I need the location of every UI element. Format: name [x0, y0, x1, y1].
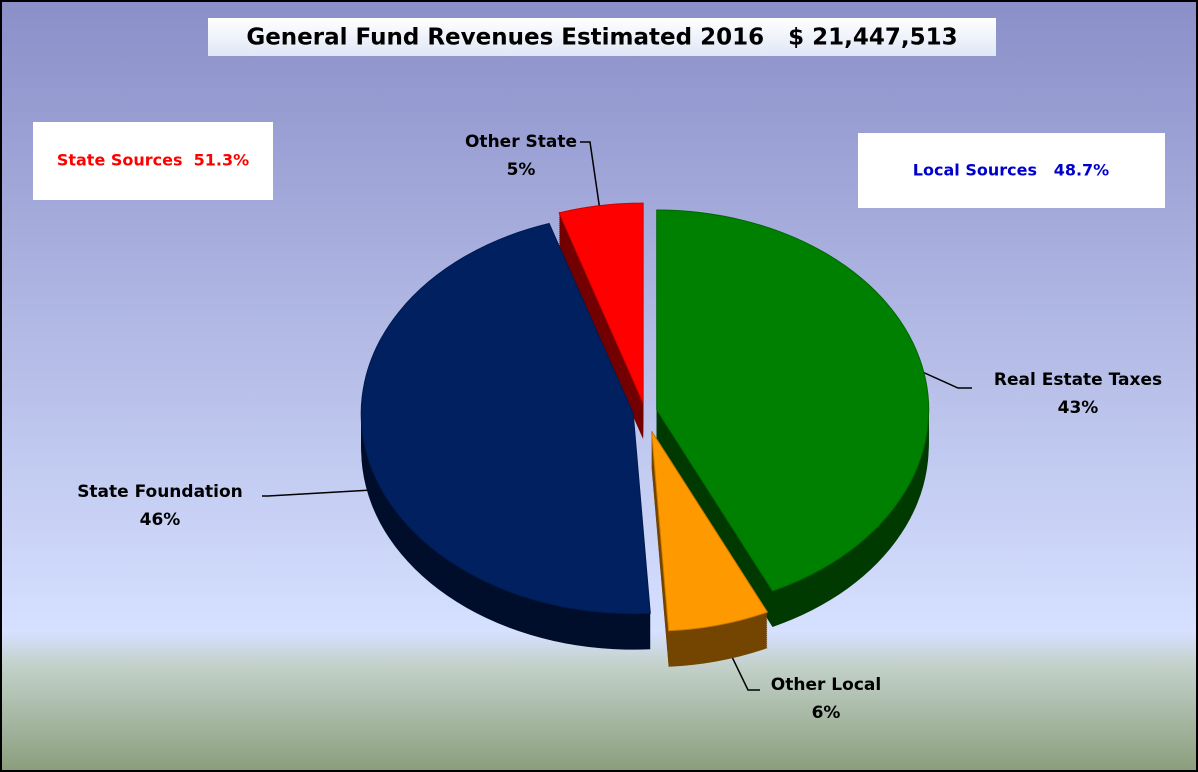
slice [360, 222, 651, 615]
slice-label: State Foundation [77, 482, 243, 502]
slice-label: Real Estate Taxes [994, 370, 1162, 390]
slice-value-label: 6% [812, 703, 841, 723]
slice [656, 209, 930, 592]
slice-value-label: 5% [507, 160, 536, 180]
annotation-box [33, 122, 273, 200]
annotation-box [858, 133, 1165, 208]
slice-label: Other State [465, 132, 577, 152]
slice-value-label: 43% [1058, 398, 1099, 418]
slice-value-label: 46% [140, 510, 181, 530]
slice [558, 202, 644, 404]
annotation: State Sources 51.3% [57, 151, 249, 170]
title-box [208, 18, 996, 56]
annotation: Local Sources 48.7% [913, 161, 1109, 180]
slice-label: Other Local [771, 675, 881, 695]
slice [651, 430, 769, 632]
chart-title: General Fund Revenues Estimated 2016 $ 2… [246, 25, 957, 51]
